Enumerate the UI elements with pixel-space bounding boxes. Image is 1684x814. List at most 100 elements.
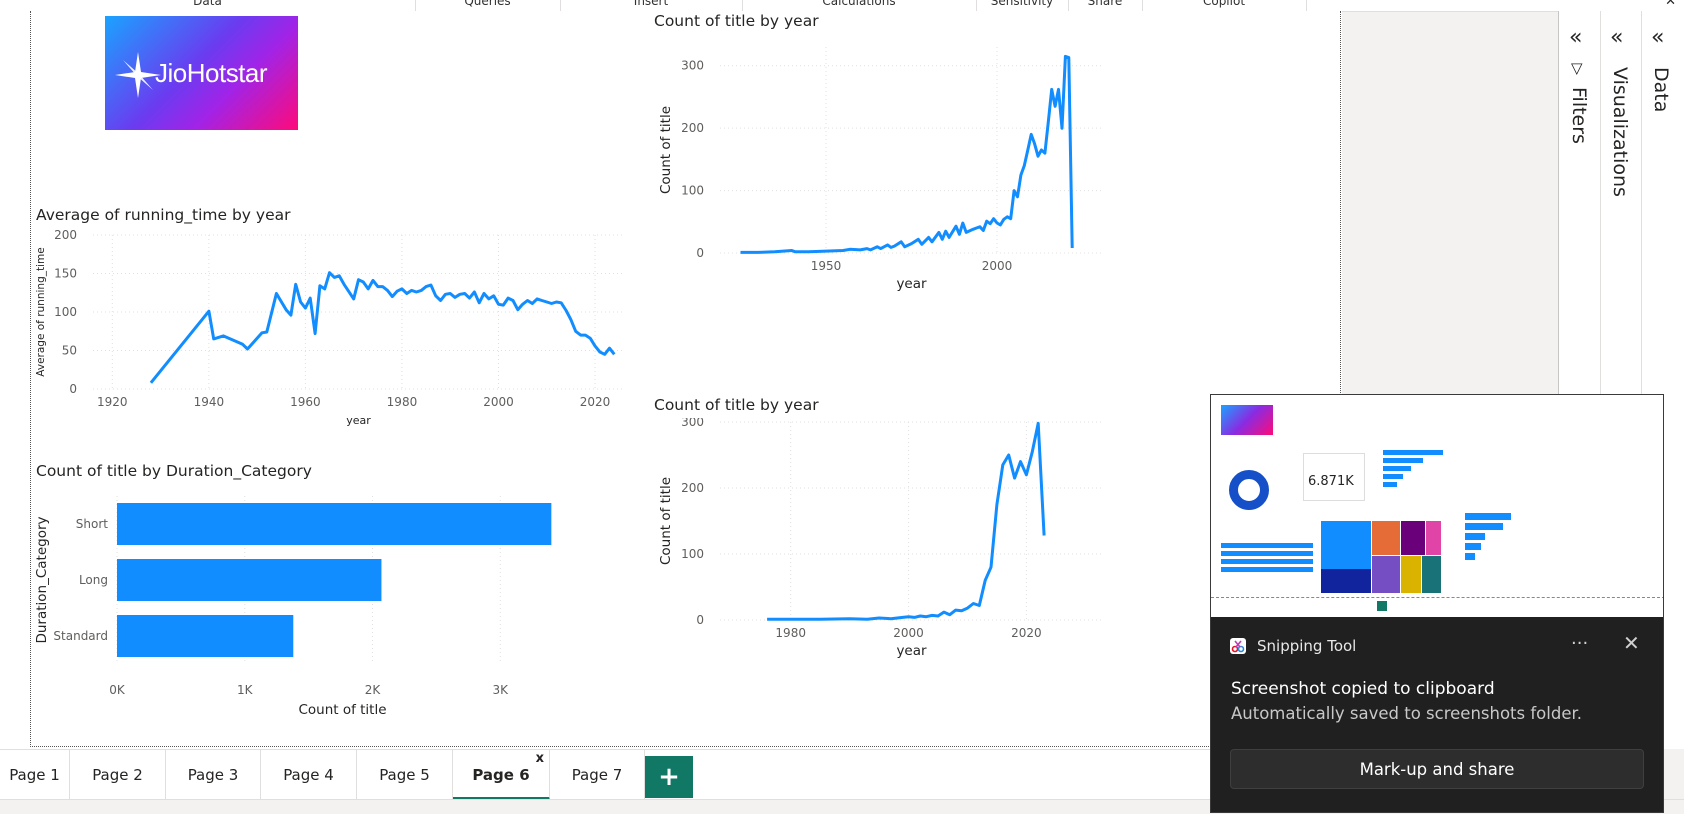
- thumb-logo: [1221, 405, 1273, 435]
- app-name: Snipping Tool: [1257, 637, 1357, 655]
- tab-close-icon[interactable]: x: [535, 751, 544, 766]
- markup-and-share-button[interactable]: Mark-up and share: [1230, 749, 1644, 789]
- chart-title-duration: Count of title by Duration_Category: [36, 462, 312, 480]
- bar-standard[interactable]: [117, 615, 294, 657]
- series-line[interactable]: [767, 421, 1046, 621]
- tab-page-4[interactable]: Page 4: [261, 750, 357, 800]
- tab-page-6[interactable]: Page 6 x: [453, 750, 550, 800]
- bar-short[interactable]: [117, 503, 552, 545]
- ribbon-group-share: Share: [1068, 0, 1143, 11]
- data-pane-label[interactable]: Data: [1650, 67, 1672, 113]
- filters-pane[interactable]: « ▽ Filters: [1559, 11, 1601, 749]
- visualizations-pane-label[interactable]: Visualizations: [1609, 67, 1631, 197]
- x-tick-label: 2K: [365, 683, 382, 697]
- chevron-double-left-icon[interactable]: «: [1569, 25, 1583, 50]
- tab-page-5[interactable]: Page 5: [357, 750, 453, 800]
- tab-label: Page 1: [9, 766, 60, 784]
- category-label: Short: [76, 517, 108, 531]
- thumb-donut: [1229, 470, 1269, 510]
- tab-page-2[interactable]: Page 2: [70, 750, 166, 800]
- thumb-treemap-8: [1422, 556, 1441, 593]
- tab-label: Page 2: [92, 766, 143, 784]
- y-tick-label: 100: [54, 305, 77, 319]
- ribbon-group-data: Data: [0, 0, 416, 11]
- x-tick-label: 2000: [483, 395, 514, 409]
- ribbon-group-copilot: Copilot: [1142, 0, 1307, 11]
- chevron-double-left-icon[interactable]: «: [1610, 25, 1624, 50]
- visualizations-pane[interactable]: « Visualizations: [1600, 11, 1642, 749]
- chart-count-title-by-year-bottom[interactable]: 0 100 200 300 1980 2000 2020 year Count of title: [648, 418, 1138, 698]
- screenshot-thumbnail[interactable]: 6.871K: [1211, 395, 1663, 617]
- thumb-treemap-4: [1401, 521, 1425, 555]
- filters-pane-label[interactable]: Filters: [1568, 87, 1590, 144]
- y-axis-label: Count of title: [658, 477, 674, 565]
- thumb-treemap-2: [1321, 569, 1371, 593]
- chart-title-by-duration[interactable]: 0K 1K 2K 3K Short Long Standard Count of title D…: [30, 488, 640, 743]
- tab-label: Page 6: [472, 766, 530, 784]
- add-page-button[interactable]: +: [645, 756, 693, 798]
- window-close-icon[interactable]: ✕: [1665, 0, 1676, 9]
- thumb-treemap-6: [1372, 556, 1400, 593]
- tab-label: Page 3: [187, 766, 239, 784]
- x-tick-label: 2000: [982, 259, 1013, 273]
- tab-page-3[interactable]: Page 3: [166, 750, 261, 800]
- tab-label: Page 5: [379, 766, 430, 784]
- bar-long[interactable]: [117, 559, 382, 601]
- ribbon-group-sensitivity: Sensitivity: [976, 0, 1069, 11]
- y-tick-label: 150: [54, 267, 77, 281]
- y-axis-label: Average of running_time: [35, 247, 47, 376]
- canvas-border: [30, 11, 1341, 747]
- thumb-treemap-5: [1426, 521, 1441, 555]
- x-tick-label: 1980: [775, 626, 806, 640]
- y-tick-label: 50: [62, 344, 77, 358]
- star-icon: [115, 52, 161, 98]
- y-tick-label: 200: [681, 481, 704, 495]
- tab-page-1[interactable]: Page 1: [0, 750, 70, 800]
- x-tick-label: 2020: [1011, 626, 1042, 640]
- x-axis-label: year: [896, 643, 927, 659]
- ribbon-group-calculations: Calculations: [742, 0, 977, 11]
- page-tabs: Page 1 Page 2 Page 3 Page 4 Page 5 Page 6 x Pag…: [0, 749, 1210, 800]
- chart-running-time-by-year[interactable]: 0 50 100 150 200 1920 1940 1960 1980 2000 2020 year…: [30, 228, 640, 443]
- ribbon-group-insert: Insert: [560, 0, 743, 11]
- more-options-icon[interactable]: ···: [1571, 633, 1589, 654]
- x-tick-label: 1950: [811, 259, 842, 273]
- y-tick-label: 100: [681, 184, 704, 198]
- x-axis-label: year: [896, 276, 927, 292]
- jiohotstar-logo: JioHotstar: [105, 16, 298, 130]
- tab-page-7[interactable]: Page 7: [550, 750, 645, 800]
- thumb-hbars: [1221, 543, 1313, 583]
- thumb-divider: [1211, 597, 1663, 599]
- series-line[interactable]: [740, 54, 1074, 254]
- thumb-card: 6.871K: [1303, 453, 1365, 501]
- series-line[interactable]: [149, 271, 616, 384]
- y-tick-label: 0: [696, 613, 704, 627]
- snipping-tool-notification[interactable]: 6.871K: [1210, 394, 1664, 813]
- tab-label: Page 4: [283, 766, 334, 784]
- snipping-tool-icon: [1230, 638, 1246, 654]
- y-tick-label: 300: [681, 59, 704, 73]
- x-tick-label: 1K: [237, 683, 254, 697]
- chart-title-running-time: Average of running_time by year: [36, 206, 291, 224]
- x-tick-label: 2020: [580, 395, 611, 409]
- y-tick-label: 100: [681, 547, 704, 561]
- notification-body: Snipping Tool ··· ✕ Screenshot copied to…: [1211, 617, 1663, 812]
- chart-count-title-by-year-top[interactable]: 0 100 200 300 1950 2000 year Count of title: [648, 36, 1138, 306]
- chevron-double-left-icon[interactable]: «: [1651, 25, 1665, 50]
- y-tick-label: 200: [681, 121, 704, 135]
- ribbon-group-queries: Queries: [415, 0, 561, 11]
- data-pane[interactable]: « Data: [1641, 11, 1682, 749]
- chart-title-count-year-bottom: Count of title by year: [654, 396, 819, 414]
- x-tick-label: 1980: [387, 395, 418, 409]
- x-axis-label: Count of title: [298, 702, 386, 718]
- category-label: Standard: [53, 629, 108, 643]
- thumb-bars: [1383, 450, 1449, 500]
- thumb-treemap-7: [1401, 556, 1421, 593]
- y-axis-label: Count of title: [658, 106, 674, 194]
- close-icon[interactable]: ✕: [1623, 631, 1640, 655]
- x-tick-label: 0K: [109, 683, 126, 697]
- notification-title: Screenshot copied to clipboard: [1231, 679, 1495, 699]
- thumb-add-page: [1377, 601, 1387, 611]
- y-tick-label: 0: [69, 382, 77, 396]
- x-tick-label: 1940: [194, 395, 225, 409]
